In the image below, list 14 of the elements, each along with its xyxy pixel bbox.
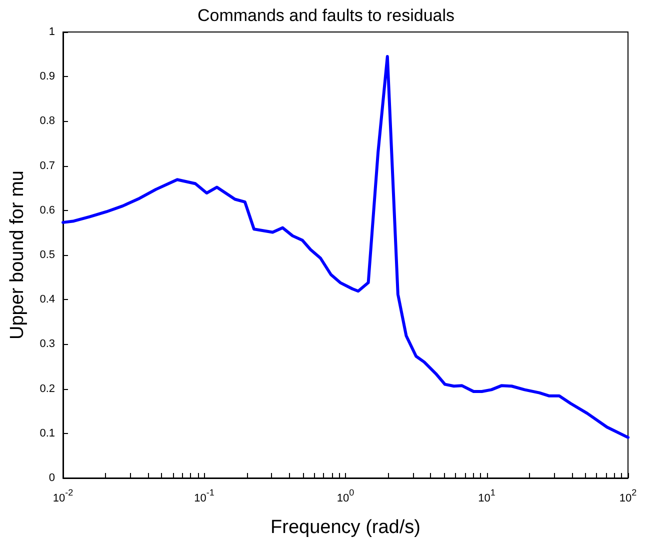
y-tick-label: 0.1 xyxy=(40,427,55,440)
y-tick-label: 0.6 xyxy=(40,204,55,216)
y-tick-label: 0.3 xyxy=(40,338,55,350)
chart-title: Commands and faults to residuals xyxy=(197,6,455,25)
y-axis-title: Upper bound for mu xyxy=(7,170,28,340)
y-tick-label: 0.7 xyxy=(40,160,55,172)
y-tick-label: 0.9 xyxy=(40,70,55,83)
x-axis-title: Frequency (rad/s) xyxy=(270,517,420,538)
y-tick-label: 1 xyxy=(48,26,55,38)
y-tick-label: 0.8 xyxy=(40,115,55,128)
y-tick-label: 0.5 xyxy=(40,249,55,261)
y-tick-label: 0.2 xyxy=(40,382,55,395)
y-tick-label: 0 xyxy=(48,472,55,484)
y-tick-label: 0.4 xyxy=(40,294,55,306)
